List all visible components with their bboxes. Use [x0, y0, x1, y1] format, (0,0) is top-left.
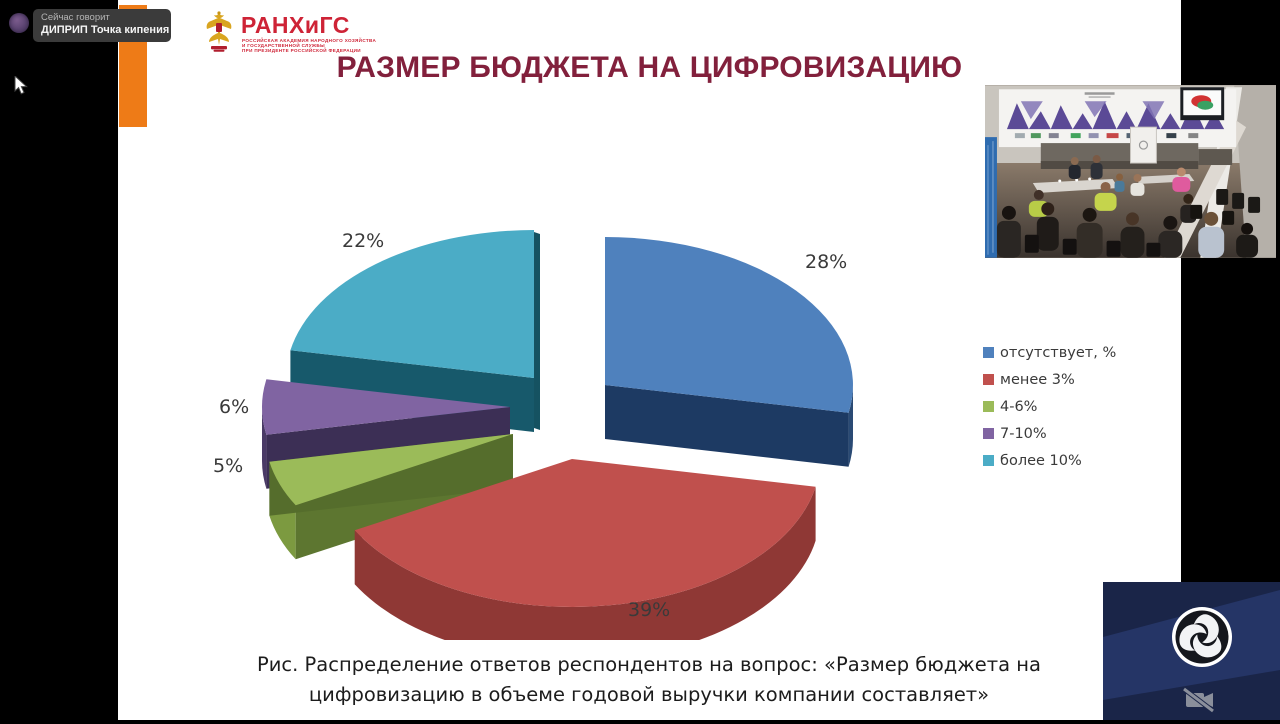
- ranepa-subtitle-line2: И ГОСУДАРСТВЕННОЙ СЛУЖБЫ: [242, 43, 325, 49]
- legend-swatch-more10: [983, 455, 994, 466]
- pie-slice-4-6: [269, 434, 513, 560]
- legend-label: менее 3%: [1000, 371, 1075, 388]
- legend-item: 7-10%: [983, 425, 1116, 442]
- legend-swatch-less3: [983, 374, 994, 385]
- conference-room-scene: [985, 85, 1276, 258]
- chart-legend: отсутствует, % менее 3% 4-6% 7-10% более…: [983, 345, 1116, 480]
- figure-caption: Рис. Распределение ответов респондентов …: [256, 653, 1041, 707]
- legend-swatch-4-6: [983, 401, 994, 412]
- legend-item: 4-6%: [983, 398, 1116, 415]
- slice-label-4-6: 5%: [213, 455, 244, 477]
- speaker-overlay: Сейчас говорит ДИПРИП Точка кипения: [33, 9, 171, 42]
- legend-label: более 10%: [1000, 452, 1082, 469]
- obs-panel: [1103, 582, 1280, 720]
- pie-slice-none: [605, 237, 853, 467]
- pie-chart: [262, 230, 853, 640]
- now-speaking-label: Сейчас говорит: [41, 12, 110, 23]
- ranepa-emblem: [206, 11, 232, 52]
- legend-label: 7-10%: [1000, 425, 1047, 442]
- legend-item: менее 3%: [983, 371, 1116, 388]
- legend-swatch-none: [983, 347, 994, 358]
- ranepa-subtitle-line1: РОССИЙСКАЯ АКАДЕМИЯ НАРОДНОГО ХОЗЯЙСТВА: [242, 38, 377, 43]
- legend-item: отсутствует, %: [983, 344, 1117, 361]
- speaker-name: ДИПРИП Точка кипения: [41, 24, 170, 36]
- legend-item: более 10%: [983, 452, 1116, 469]
- legend-label: отсутствует, %: [1000, 344, 1117, 361]
- ranepa-wordmark: РАНХиГС: [241, 12, 350, 38]
- slice-label-more10: 22%: [342, 230, 385, 252]
- ranepa-subtitle-line3: ПРИ ПРЕЗИДЕНТЕ РОССИЙСКОЙ ФЕДЕРАЦИИ: [242, 48, 361, 54]
- webcam-thumbnail: [985, 85, 1276, 258]
- speaker-avatar: [9, 13, 29, 33]
- slice-label-none: 28%: [805, 251, 848, 273]
- legend-swatch-7-10: [983, 428, 994, 439]
- pie-slice-less3: [354, 459, 816, 640]
- obs-panel-graphic: [1103, 582, 1280, 720]
- mouse-cursor: [14, 76, 28, 95]
- slice-label-7-10: 6%: [219, 396, 250, 418]
- slice-label-less3: 39%: [628, 599, 671, 621]
- obs-logo: [1172, 607, 1232, 667]
- camera-off-icon: [1182, 687, 1215, 713]
- legend-label: 4-6%: [1000, 398, 1038, 415]
- slide-title: РАЗМЕР БЮДЖЕТА НА ЦИФРОВИЗАЦИЮ: [336, 51, 963, 84]
